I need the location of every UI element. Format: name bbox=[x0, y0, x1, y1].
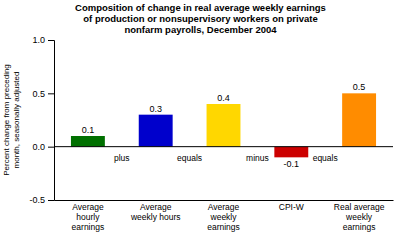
x-axis-line bbox=[55, 200, 394, 201]
bar bbox=[139, 115, 173, 147]
x-tick-label-line: earnings bbox=[207, 222, 240, 232]
y-tick-label: -0.5 bbox=[29, 195, 45, 205]
data-label: 0.3 bbox=[149, 104, 162, 114]
x-tick-label-line: earnings bbox=[72, 222, 105, 232]
bars bbox=[71, 93, 376, 157]
y-tick: -0.5 bbox=[29, 195, 54, 205]
x-tick-label: Averagehourlyearnings bbox=[72, 202, 105, 232]
y-tick-mark bbox=[48, 40, 54, 41]
data-label: 0.1 bbox=[82, 125, 95, 135]
title-line: of production or nonsupervisory workers … bbox=[83, 13, 317, 24]
y-axis-line bbox=[48, 41, 55, 201]
y-tick-label: 0.5 bbox=[32, 89, 45, 99]
y-axis-title: Percent change from precedingmonth, seas… bbox=[2, 64, 21, 176]
bar bbox=[274, 147, 308, 158]
x-tick-label-line: Average bbox=[140, 202, 172, 212]
y-tick-mark bbox=[48, 147, 54, 148]
x-tick-label-line: weekly bbox=[210, 212, 238, 222]
x-tick-label: Averageweeklyearnings bbox=[207, 202, 240, 232]
plot: -0.50.00.51.0AveragehourlyearningsAverag… bbox=[29, 35, 393, 231]
chart: Composition of change in real average we… bbox=[0, 0, 401, 238]
x-tick: Averageweeklyearnings bbox=[207, 200, 240, 232]
x-tick-label-line: CPI-W bbox=[279, 202, 304, 212]
x-tick: Real averageweeklyearnings bbox=[334, 200, 385, 232]
x-tick: Averagehourlyearnings bbox=[72, 200, 105, 232]
title-line: Composition of change in real average we… bbox=[75, 2, 326, 13]
y-tick: 0.0 bbox=[32, 142, 54, 152]
y-tick-label: 0.0 bbox=[32, 142, 45, 152]
x-tick-label-line: Average bbox=[208, 202, 240, 212]
x-tick-label-line: Average bbox=[72, 202, 104, 212]
data-labels: 0.1 0.3 0.4 -0.1 0.5 bbox=[82, 82, 366, 168]
x-axis: AveragehourlyearningsAverageweekly hours… bbox=[55, 200, 394, 232]
y-tick-label: 1.0 bbox=[32, 35, 45, 45]
bar bbox=[71, 136, 105, 147]
zero-line bbox=[54, 146, 393, 147]
y-axis: -0.5 0.0 0.5 1.0 bbox=[29, 35, 54, 205]
y-tick: 0.5 bbox=[32, 89, 54, 99]
title-line: nonfarm payrolls, December 2004 bbox=[124, 24, 277, 35]
bar bbox=[207, 104, 241, 147]
x-tick-label: CPI-W bbox=[279, 202, 304, 212]
x-tick-label-line: Real average bbox=[334, 202, 385, 212]
x-tick-label: Real averageweeklyearnings bbox=[334, 202, 385, 232]
operator: plus bbox=[114, 153, 130, 163]
data-label: 0.4 bbox=[217, 93, 230, 103]
operator: equals bbox=[177, 153, 202, 163]
y-tick: 1.0 bbox=[32, 35, 54, 45]
y-axis-title-line: Percent change from preceding bbox=[2, 64, 11, 176]
y-tick-mark bbox=[48, 93, 54, 94]
y-tick-mark bbox=[48, 200, 54, 201]
x-tick: CPI-W bbox=[279, 200, 304, 212]
operator: minus bbox=[246, 153, 269, 163]
x-tick-label: Averageweekly hours bbox=[130, 202, 181, 222]
x-tick-label-line: weekly hours bbox=[130, 212, 181, 222]
x-tick-label-line: weekly bbox=[345, 212, 373, 222]
x-tick-label-line: earnings bbox=[343, 222, 376, 232]
bar bbox=[342, 93, 376, 146]
x-tick-label-line: hourly bbox=[76, 212, 100, 222]
title: Composition of change in real average we… bbox=[75, 2, 326, 35]
data-label: 0.5 bbox=[353, 82, 366, 92]
operator: equals bbox=[313, 153, 338, 163]
data-label: -0.1 bbox=[284, 159, 300, 169]
annotations: plus equals minus equals bbox=[114, 153, 338, 163]
x-tick: Averageweekly hours bbox=[130, 200, 181, 222]
y-axis-title-line: month, seasonally adjusted bbox=[12, 72, 21, 169]
